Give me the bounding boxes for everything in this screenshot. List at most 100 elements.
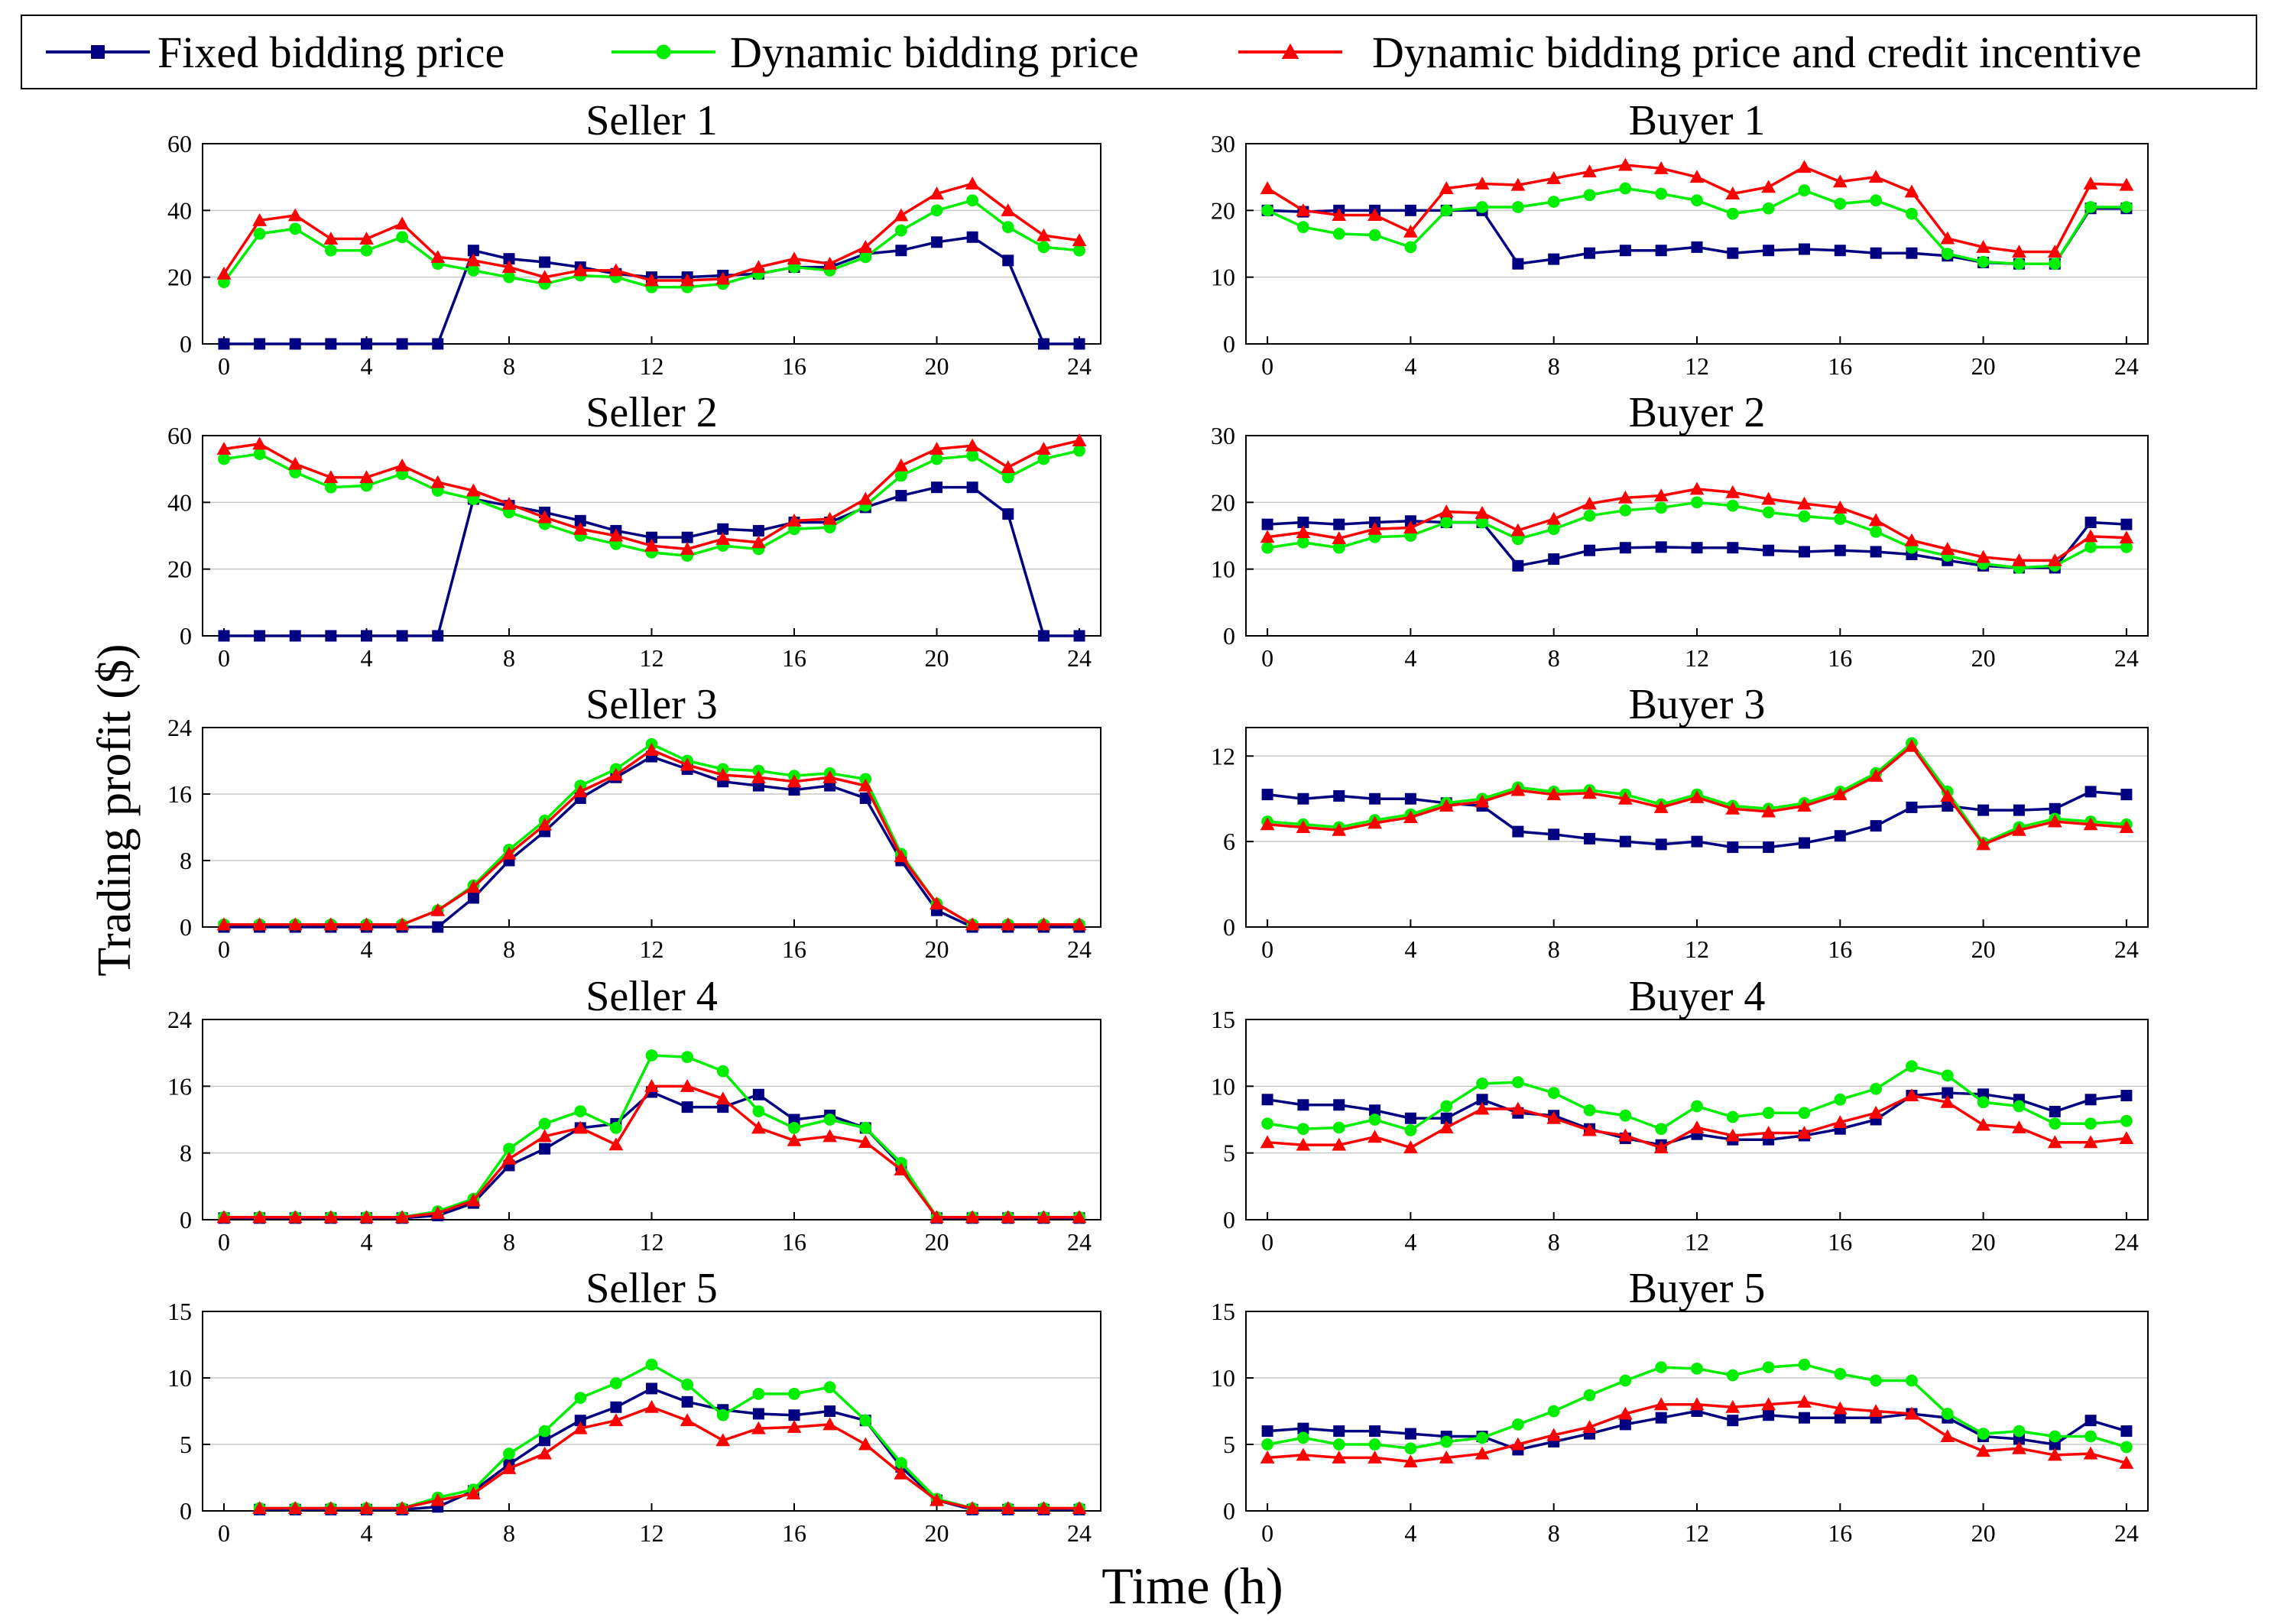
data-point [538, 1425, 551, 1438]
data-point [1440, 1100, 1453, 1113]
x-tick-label: 12 [1685, 644, 1709, 672]
x-tick-label: 24 [1067, 935, 1092, 963]
y-tick-label: 15 [1211, 1298, 1235, 1325]
data-point [823, 1113, 836, 1126]
series-dynamic-bidding-price-and-credit-incentive [1260, 481, 2134, 566]
data-point [1762, 1361, 1775, 1373]
data-point [2049, 1430, 2062, 1443]
data-point [966, 194, 979, 207]
data-point [1037, 442, 1051, 455]
data-point [1619, 542, 1631, 554]
data-point [788, 1409, 800, 1421]
data-point [1403, 1140, 1418, 1154]
data-point [1617, 1128, 1633, 1142]
data-point [1297, 793, 1309, 805]
data-point [716, 1065, 729, 1078]
data-point [537, 510, 552, 524]
y-tick-label: 0 [180, 622, 192, 650]
data-point [1725, 1399, 1741, 1413]
data-point [1404, 241, 1417, 254]
data-point [1510, 177, 1526, 191]
data-point [1001, 221, 1014, 234]
data-point [2083, 1135, 2098, 1149]
data-point [2083, 177, 2098, 190]
x-tick-label: 24 [1067, 1228, 1092, 1256]
series-dynamic-bidding-price-and-credit-incentive [216, 433, 1087, 555]
data-point [1942, 1087, 1954, 1099]
x-tick-label: 16 [1828, 1228, 1852, 1256]
data-point [1832, 174, 1848, 188]
x-tick-label: 12 [640, 352, 664, 380]
data-point [824, 1405, 836, 1417]
data-point [895, 490, 907, 502]
series-dynamic-bidding-price-and-credit-incentive [1260, 1394, 2134, 1469]
data-point [1002, 508, 1014, 520]
panel-title: Buyer 2 [1629, 389, 1766, 436]
data-point [359, 232, 374, 245]
data-point [1870, 247, 1882, 259]
series-dynamic-bidding-price [1261, 1358, 2133, 1455]
data-point [1332, 531, 1347, 544]
data-point [1797, 1126, 1812, 1139]
data-point [1617, 1406, 1633, 1420]
y-tick-label: 0 [180, 330, 192, 358]
data-point [1619, 835, 1631, 848]
legend-label: Dynamic bidding price and credit incenti… [1372, 28, 2142, 77]
data-point [2013, 804, 2025, 816]
data-point [394, 458, 410, 472]
x-tick-label: 4 [360, 1228, 372, 1256]
data-point [717, 523, 729, 535]
y-tick-label: 10 [1211, 1364, 1235, 1392]
y-tick-label: 0 [180, 913, 192, 941]
data-point [966, 231, 978, 243]
data-point [1332, 1438, 1345, 1451]
data-point [1547, 196, 1560, 208]
data-point [1977, 1096, 1990, 1109]
x-tick-label: 8 [1548, 644, 1560, 672]
data-point [1260, 817, 1275, 831]
x-tick-label: 0 [1261, 352, 1273, 380]
data-point [323, 232, 339, 245]
data-point [1655, 541, 1667, 553]
data-point [608, 263, 624, 277]
data-point [1977, 255, 1990, 268]
data-point [2084, 540, 2097, 553]
data-point [1037, 228, 1051, 241]
data-point [1475, 1101, 1490, 1115]
data-point [1726, 1369, 1739, 1382]
data-point [609, 1377, 622, 1389]
data-point [1763, 245, 1775, 257]
data-point [1619, 245, 1631, 257]
data-point [1476, 1077, 1488, 1090]
data-point [1906, 1374, 1918, 1387]
data-point [360, 244, 373, 257]
data-point [1582, 1420, 1597, 1433]
panel-title: Buyer 1 [1629, 97, 1766, 144]
data-point [539, 256, 551, 268]
data-point [325, 338, 337, 350]
y-tick-label: 0 [180, 1497, 192, 1525]
data-point [253, 448, 266, 460]
series-dynamic-bidding-price-and-credit-incentive [216, 177, 1087, 287]
data-point [1906, 801, 1918, 813]
x-tick-label: 4 [360, 1519, 372, 1547]
data-point [1976, 1117, 1990, 1131]
data-point [252, 1210, 267, 1224]
data-point [218, 630, 230, 642]
data-point [1439, 1451, 1454, 1464]
data-point [822, 1417, 838, 1431]
data-point [1368, 1438, 1381, 1451]
data-point [1037, 338, 1050, 350]
data-point [715, 767, 731, 781]
data-point [1834, 830, 1846, 842]
data-point [1260, 181, 1275, 195]
data-point [608, 1137, 624, 1151]
data-point [1582, 496, 1597, 510]
data-point [359, 917, 374, 931]
data-point [466, 483, 481, 497]
data-point [788, 1113, 800, 1126]
data-point [2119, 820, 2134, 833]
series-dynamic-bidding-price-and-credit-incentive [1260, 1088, 2134, 1154]
data-point [1834, 513, 1847, 526]
